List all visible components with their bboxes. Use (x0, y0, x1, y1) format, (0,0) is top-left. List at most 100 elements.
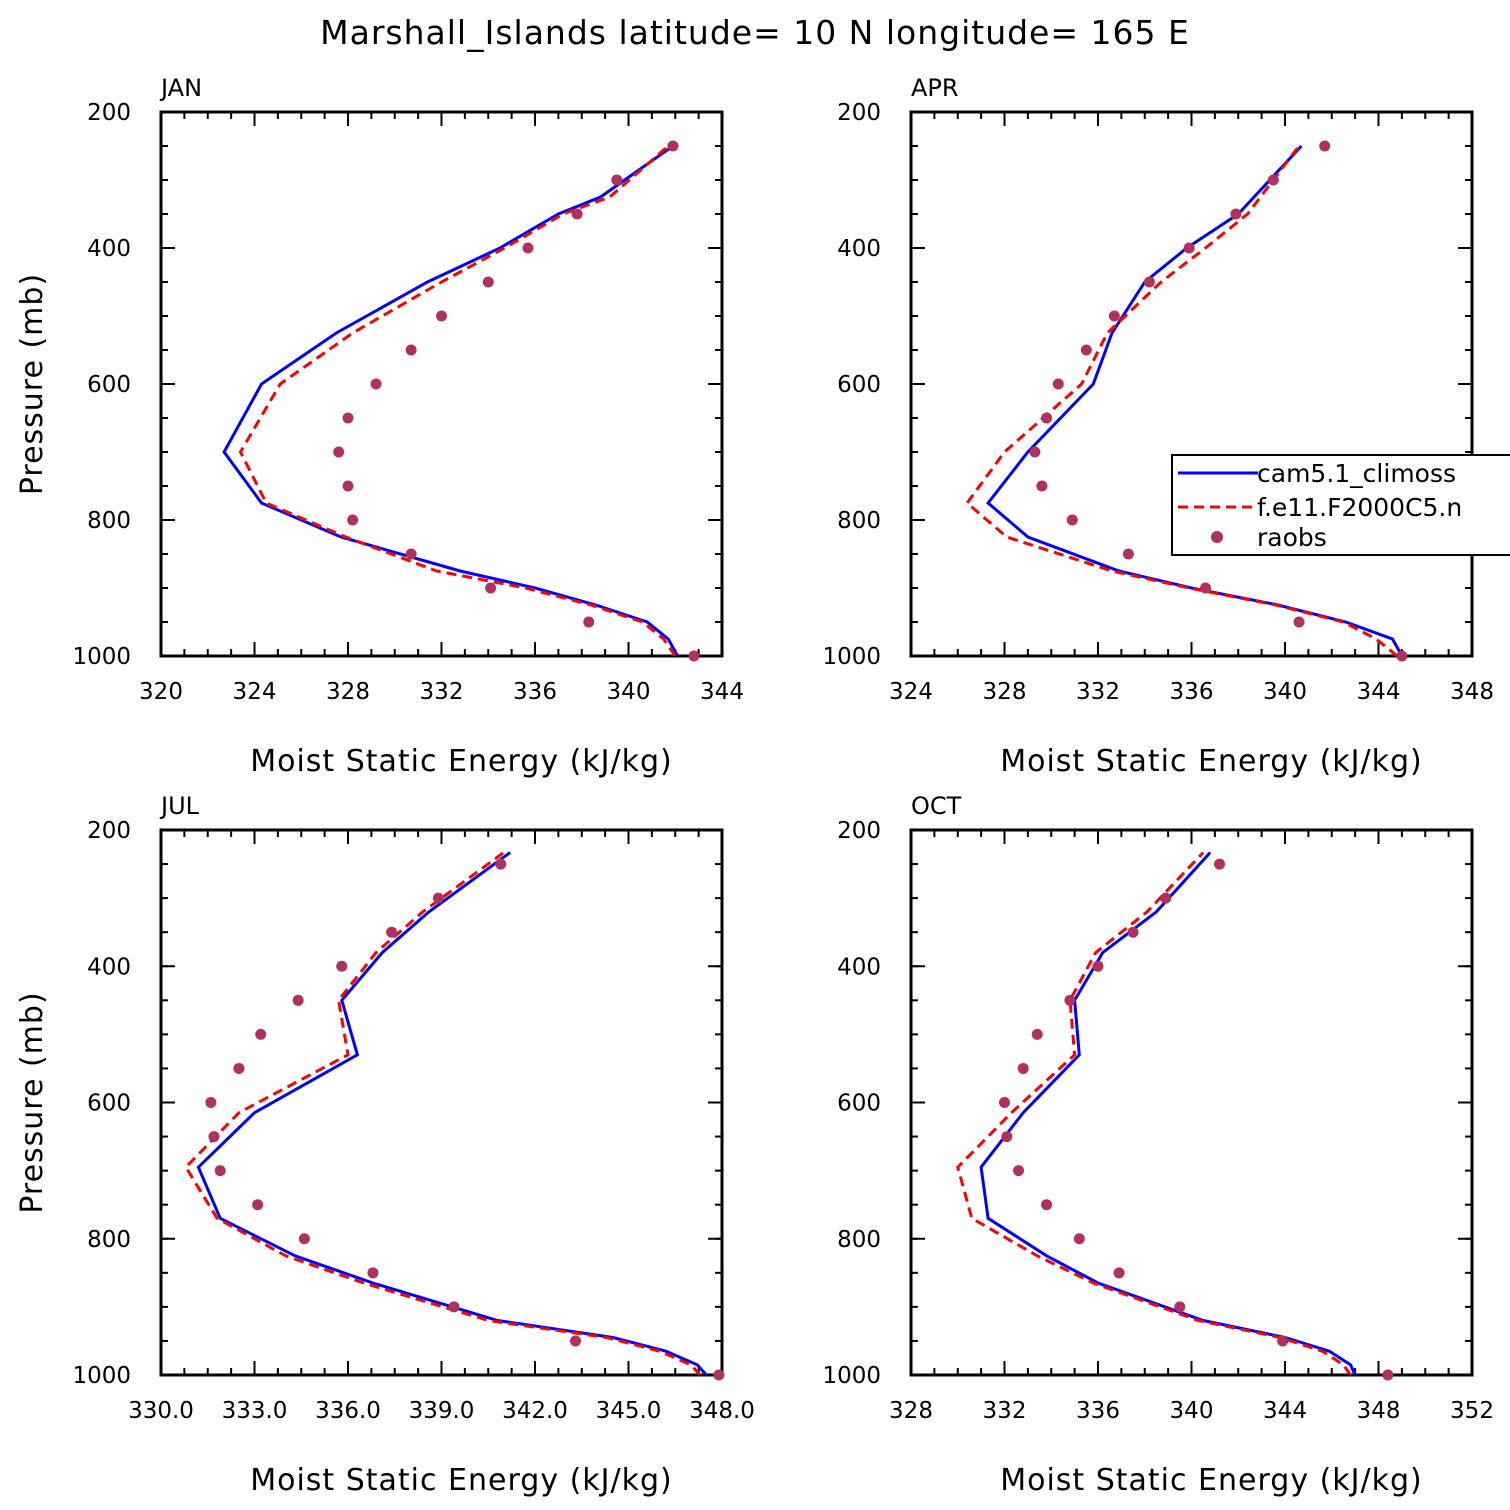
panel-jan-series-raobs-point (611, 174, 623, 186)
panel-jan: JAN 320 324 328 332 336 340 344 200 400 600 800 1000… (15, 74, 744, 779)
panel-apr-xtick-label: 332 (1076, 679, 1120, 705)
panel-jan-series-raobs-point (405, 344, 417, 356)
panel-apr-series-raobs-point (1319, 140, 1331, 152)
panel-jan-series-raobs-point (370, 378, 382, 390)
panel-apr-xtick-label: 328 (983, 679, 1027, 705)
panel-jul-xtick-label: 345.0 (596, 1398, 662, 1424)
panel-jan-ylabel: Pressure (mb) (15, 273, 50, 495)
panel-oct-series-raobs-point (1092, 960, 1104, 972)
panel-oct-xtick-label: 344 (1263, 1398, 1307, 1424)
panel-jan-series-raobs (333, 140, 700, 662)
panel-apr-series-raobs-point (1230, 208, 1242, 220)
panel-jul-series-f-e11-f2000c5-n-line (184, 851, 702, 1375)
panel-oct-frame (909, 828, 1474, 1377)
panel-apr-series-raobs-point (1036, 480, 1048, 492)
panel-jul-series-raobs-point (570, 1335, 582, 1347)
panel-oct-xtick-label: 332 (983, 1398, 1027, 1424)
panel-oct-xtick-label: 336 (1076, 1398, 1120, 1424)
legend-label-raobs: raobs (1257, 523, 1327, 552)
panel-jul-series-cam5-1-climoss-line (196, 851, 708, 1375)
panel-jul-title: JUL (159, 792, 200, 820)
panel-jan-series-raobs-point (405, 548, 417, 560)
panel-jul-series-raobs-point (336, 960, 348, 972)
panel-jul-series-raobs-point (432, 892, 444, 904)
panel-oct-series-raobs-point (1160, 892, 1172, 904)
panel-jul-series-raobs (205, 858, 725, 1381)
legend-marker-raobs (1211, 531, 1223, 543)
panel-jul-xtick-label: 342.0 (502, 1398, 568, 1424)
panel-jul-xtick-label: 336.0 (315, 1398, 381, 1424)
panel-jan-series-raobs-point (522, 242, 534, 254)
panel-oct-series-raobs-point (1113, 1267, 1125, 1279)
panel-apr-series-raobs-point (1200, 582, 1212, 594)
panel-oct-series-f-e11-f2000c5-n-line (956, 851, 1352, 1375)
panel-jul-xtick-label: 339.0 (409, 1398, 475, 1424)
panel-oct-series-raobs (999, 858, 1394, 1381)
panel-apr-xtick-label: 348 (1450, 679, 1494, 705)
panel-oct-series-raobs-point (1001, 1131, 1013, 1143)
panel-apr-series-raobs-point (1080, 344, 1092, 356)
panel-oct-ytick-label: 400 (837, 954, 881, 980)
panel-apr-ytick-label: 600 (837, 372, 881, 398)
panel-apr: APR 324 328 332 336 340 344 348 200 400 600 800 1000… (822, 74, 1494, 779)
panel-jul-xtick-label: 330.0 (128, 1398, 194, 1424)
legend: cam5.1_climoss f.e11.F2000C5.n raobs (1171, 454, 1510, 556)
panel-oct-ytick-label: 1000 (822, 1363, 881, 1389)
panel-jan-ytick-label: 200 (87, 100, 131, 126)
panel-jul-series-raobs-point (367, 1267, 379, 1279)
panel-oct-series-raobs-point (1013, 1165, 1025, 1177)
panel-apr-series-f-e11-f2000c5-n-line (965, 145, 1399, 656)
panel-jul-ytick-label: 200 (87, 818, 131, 844)
panel-jan-ytick-label: 800 (87, 508, 131, 534)
panel-jul-ytick-label: 1000 (72, 1363, 131, 1389)
panel-apr-xtick-label: 340 (1263, 679, 1307, 705)
panel-oct-xtick-label: 352 (1450, 1398, 1494, 1424)
panel-jan-series-cam5-1-climoss-line (222, 144, 679, 656)
panel-jul: JUL 330.0 333.0 336.0 339.0 342.0 345.0 348.0 20… (15, 792, 755, 1498)
panel-jan-frame (159, 110, 724, 658)
panel-oct: OCT 328 332 336 340 344 348 352 200 400 600 800 1000… (822, 792, 1494, 1498)
panels: JAN 320 324 328 332 336 340 344 200 400 600 800 1000… (15, 74, 1494, 1498)
panel-jul-series-raobs-point (214, 1165, 226, 1177)
panel-jan-series-raobs-point (583, 616, 595, 628)
panel-oct-series-raobs-point (1031, 1028, 1043, 1040)
panel-apr-frame (909, 110, 1474, 658)
panel-jul-series-raobs-point (252, 1199, 264, 1211)
panel-jan-xtick-label: 324 (233, 679, 277, 705)
panel-oct-series-raobs-point (1073, 1233, 1085, 1245)
panel-jan-series-raobs-point (571, 208, 583, 220)
panel-apr-series-raobs-point (1396, 650, 1408, 662)
panel-jan-xtick-label: 328 (326, 679, 370, 705)
panel-apr-series-raobs-point (1066, 514, 1078, 526)
panel-jul-frame (159, 828, 724, 1377)
panel-oct-series-raobs-point (1064, 994, 1076, 1006)
panel-oct-xtick-label: 340 (1170, 1398, 1214, 1424)
panel-apr-series-raobs-point (1122, 548, 1134, 560)
panel-jan-series-raobs-point (688, 650, 700, 662)
panel-apr-series-raobs-point (1293, 616, 1305, 628)
panel-jan-xtick-label: 332 (420, 679, 464, 705)
panel-jan-series-raobs-point (485, 582, 497, 594)
panel-jan-ytick-label: 1000 (72, 644, 131, 670)
panel-oct-series-raobs-point (1174, 1301, 1186, 1313)
panel-oct-series-raobs-point (1382, 1369, 1394, 1381)
panel-oct-title: OCT (911, 792, 962, 820)
panel-oct-series-raobs-point (1214, 858, 1226, 870)
panel-apr-ytick-label: 800 (837, 508, 881, 534)
panel-jan-series-raobs-point (342, 412, 354, 424)
panel-jul-xtick-label: 333.0 (222, 1398, 288, 1424)
panel-apr-xtick-label: 336 (1170, 679, 1214, 705)
panel-apr-title: APR (911, 74, 959, 102)
panel-jul-xlabel: Moist Static Energy (kJ/kg) (250, 1463, 673, 1498)
panel-apr-series-raobs (1029, 140, 1408, 662)
panel-jul-series-raobs-point (208, 1131, 220, 1143)
panel-apr-ytick-label: 200 (837, 100, 881, 126)
panel-jan-xtick-label: 320 (139, 679, 183, 705)
panel-jul-series-raobs-point (386, 926, 398, 938)
panel-apr-xtick-label: 344 (1357, 679, 1401, 705)
panel-oct-ytick-label: 200 (837, 818, 881, 844)
panel-apr-ytick-label: 400 (837, 236, 881, 262)
panel-oct-xtick-label: 328 (889, 1398, 933, 1424)
panel-apr-series-cam5-1-climoss-line (986, 144, 1404, 656)
